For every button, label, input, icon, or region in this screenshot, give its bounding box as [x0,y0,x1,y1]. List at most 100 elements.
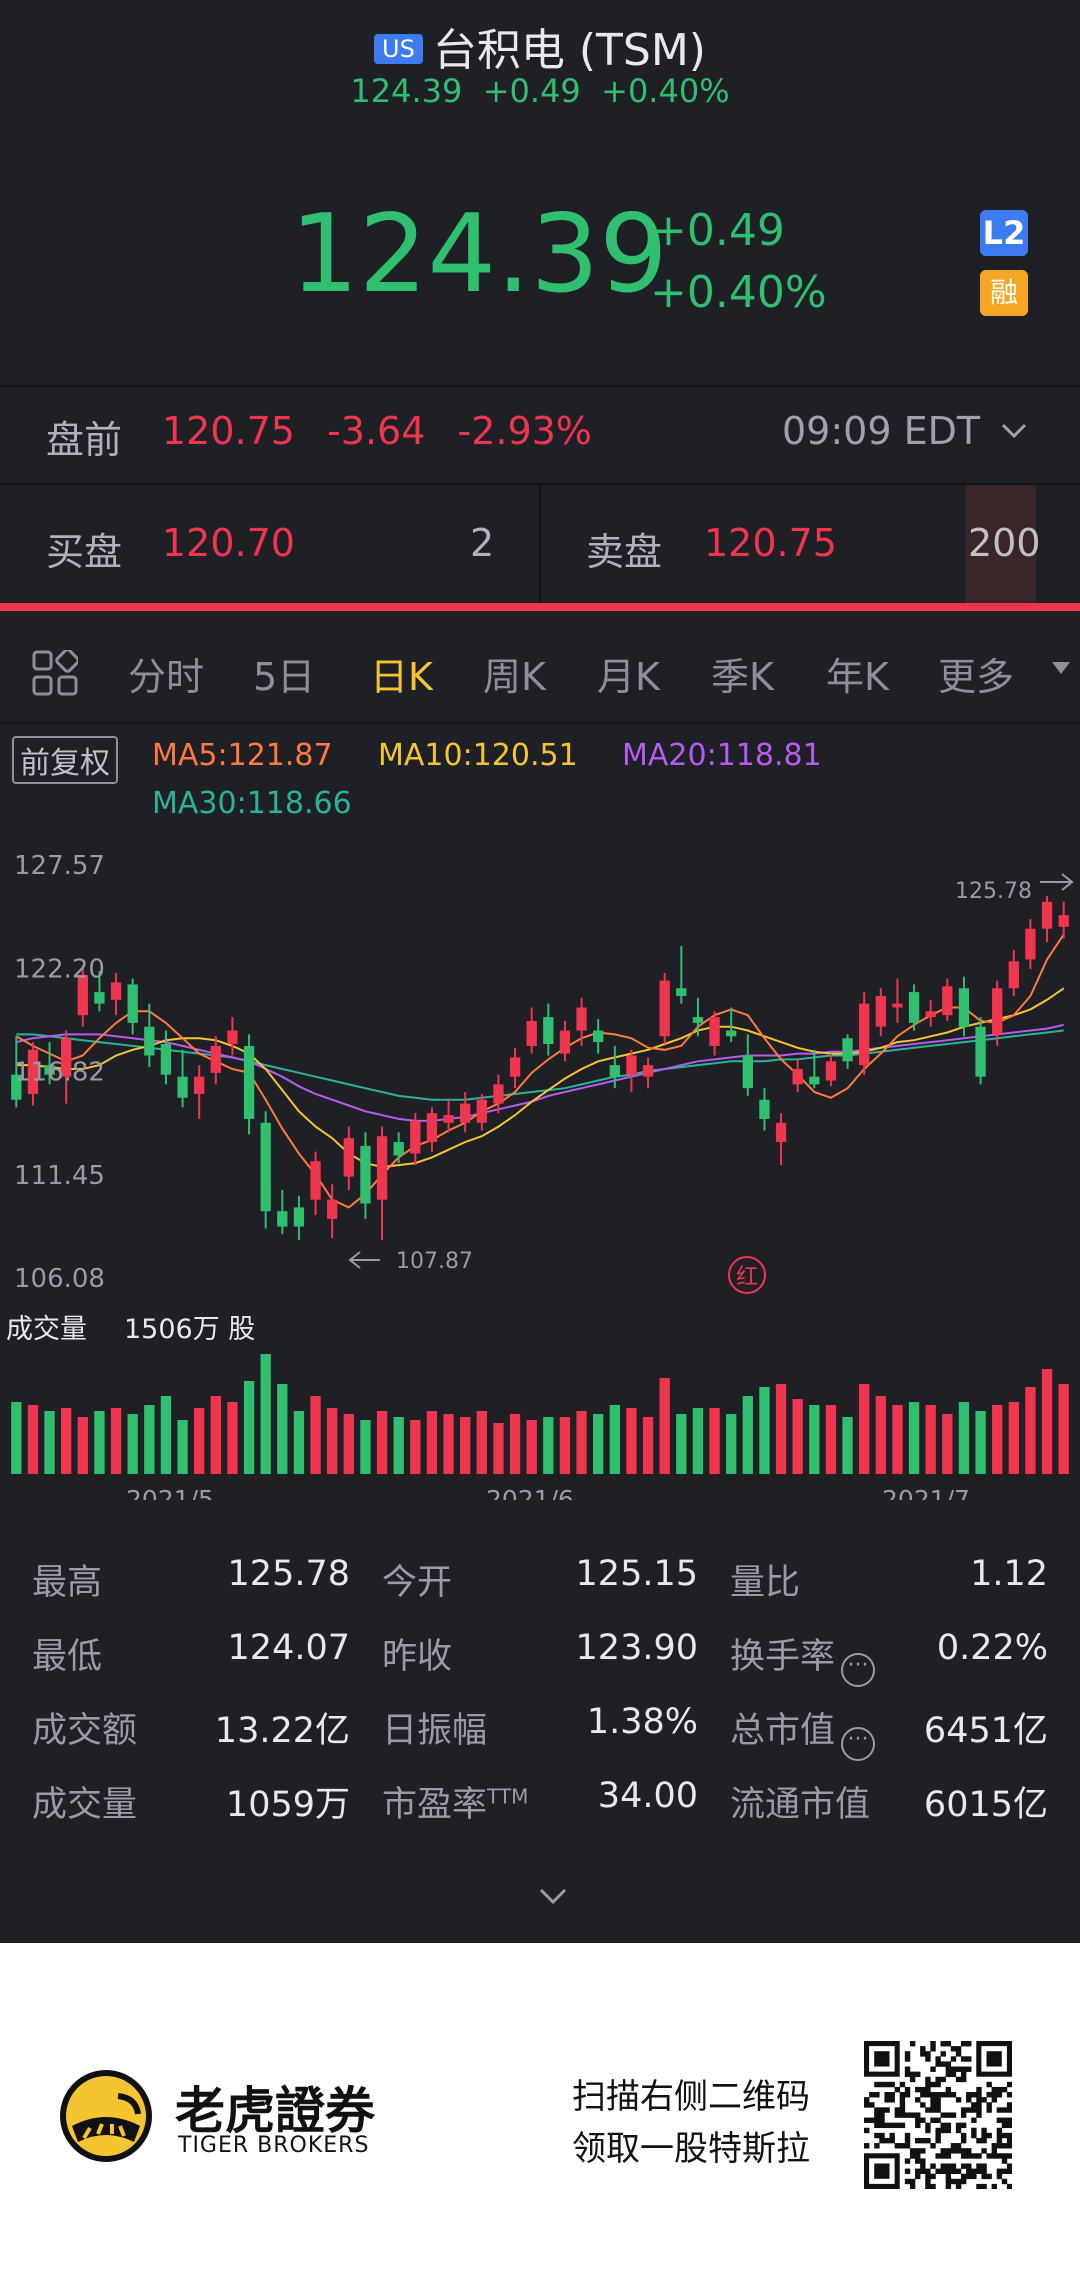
tab-quarterly-k[interactable]: 季K [711,655,774,699]
x-tick-label: 2021/5 [126,1485,214,1500]
candle-body [127,984,138,1023]
candle-body [160,1043,172,1075]
qr-module [955,2178,962,2185]
qr-module [955,2076,962,2083]
candle-body [759,1099,770,1119]
stat-amplitude-value: 1.38% [586,1702,698,1742]
qr-module [960,2163,967,2169]
qr-module [915,2158,921,2164]
qr-module [945,2071,952,2078]
qr-module [920,2117,926,2123]
qr-module [960,2122,967,2129]
stat-volume-value: 1059万 [225,1785,350,1825]
qr-module [899,2122,906,2129]
stat-amount-label: 成交额 [32,1711,138,1751]
info-icon[interactable]: ··· [841,1653,876,1687]
qr-module [904,2158,911,2164]
candle [260,1111,271,1229]
dropdown-arrow-icon[interactable] [1052,662,1070,674]
qr-module [976,2097,982,2103]
qr-module [874,2081,880,2088]
tab-weekly-k[interactable]: 周K [483,655,546,699]
qr-module [1006,2117,1012,2123]
qr-module [940,2112,946,2118]
candle [94,970,105,1012]
qr-module [996,2092,1003,2098]
tab-monthly-k[interactable]: 月K [597,655,660,699]
qr-module [991,2086,997,2093]
qr-module [920,2102,926,2108]
qr-module [869,2117,875,2123]
qr-module [976,2086,982,2093]
qr-module [930,2163,936,2169]
qr-module [909,2041,916,2047]
candle-body [94,992,105,1004]
candle [1041,896,1053,943]
qr-module [930,2066,936,2072]
qr-module [955,2051,962,2057]
brand-name-cn: 老虎證券 [175,2082,375,2140]
tab-more[interactable]: 更多 [938,655,1015,699]
stat-turnover-text: 换手率 [730,1637,836,1677]
candle [859,992,870,1075]
candle-body [992,988,1003,1035]
qr-module [935,2132,941,2139]
ask-size: 200 [968,521,1041,565]
ma30-label: MA30:118.66 [152,786,352,821]
qr-module [960,2137,967,2144]
volume-bar [509,1414,521,1474]
candle [160,1030,172,1085]
candle-body [809,1076,820,1085]
grid-icon[interactable] [32,650,78,696]
qr-module [960,2148,967,2154]
margin-badge[interactable]: 融 [980,270,1028,316]
stat-volratio-label: 量比 [730,1563,801,1603]
candle-body [177,1076,188,1098]
candle-body [110,982,122,1000]
qr-module [874,2122,880,2129]
arrow-right-icon [1040,873,1074,891]
market-badge: US [374,34,423,64]
candle-body [493,1084,504,1104]
x-tick-label: 2021/7 [882,1485,970,1500]
premarket-row[interactable]: 盘前 120.75 -3.64 -2.93% 09:09 EDT [0,387,1080,483]
order-book[interactable]: 买盘 120.70 2 卖盘 120.75 200 [0,485,1080,603]
qr-module [874,2107,880,2113]
qr-module [996,2168,1003,2174]
qr-module [925,2122,931,2129]
stat-pe-suffix: TTM [487,1784,529,1809]
qr-module [935,2107,941,2113]
ma20-label: MA20:118.81 [622,738,822,773]
qr-module [976,2092,982,2098]
chevron-down-icon[interactable] [1000,417,1028,445]
qr-module [960,2107,967,2113]
info-icon[interactable]: ··· [841,1727,876,1761]
candle-body [942,986,953,1016]
tab-daily-k[interactable]: 日K [370,655,433,699]
adjust-button[interactable]: 前复权 [12,736,118,784]
candle-body [925,1011,936,1018]
qr-module [945,2086,952,2093]
volume-bar [410,1420,421,1474]
qr-module [899,2107,906,2113]
qr-module [945,2168,952,2174]
tab-5day[interactable]: 5日 [253,655,316,699]
qr-module [955,2148,962,2154]
chevron-down-icon[interactable] [537,1880,569,1912]
qr-module [945,2178,952,2185]
qr-module [879,2112,885,2118]
kline-chart[interactable]: 127.57 122.20 116.82 111.45 106.08 125.78 107.… [0,840,1080,1500]
ma30-line [16,1029,1064,1101]
candle-body [327,1199,338,1219]
qr-module [981,2183,987,2189]
max-price-label: 125.78 [955,879,1032,904]
tab-intraday[interactable]: 分时 [128,655,205,699]
level2-badge[interactable]: L2 [980,210,1028,256]
candle [509,1047,521,1089]
tab-yearly-k[interactable]: 年K [826,655,889,699]
premarket-time: 09:09 EDT [782,409,981,453]
candle [393,1132,404,1164]
volume-bar [626,1408,637,1474]
volume-bar [360,1420,371,1474]
y-tick-label: 111.45 [14,1161,105,1191]
